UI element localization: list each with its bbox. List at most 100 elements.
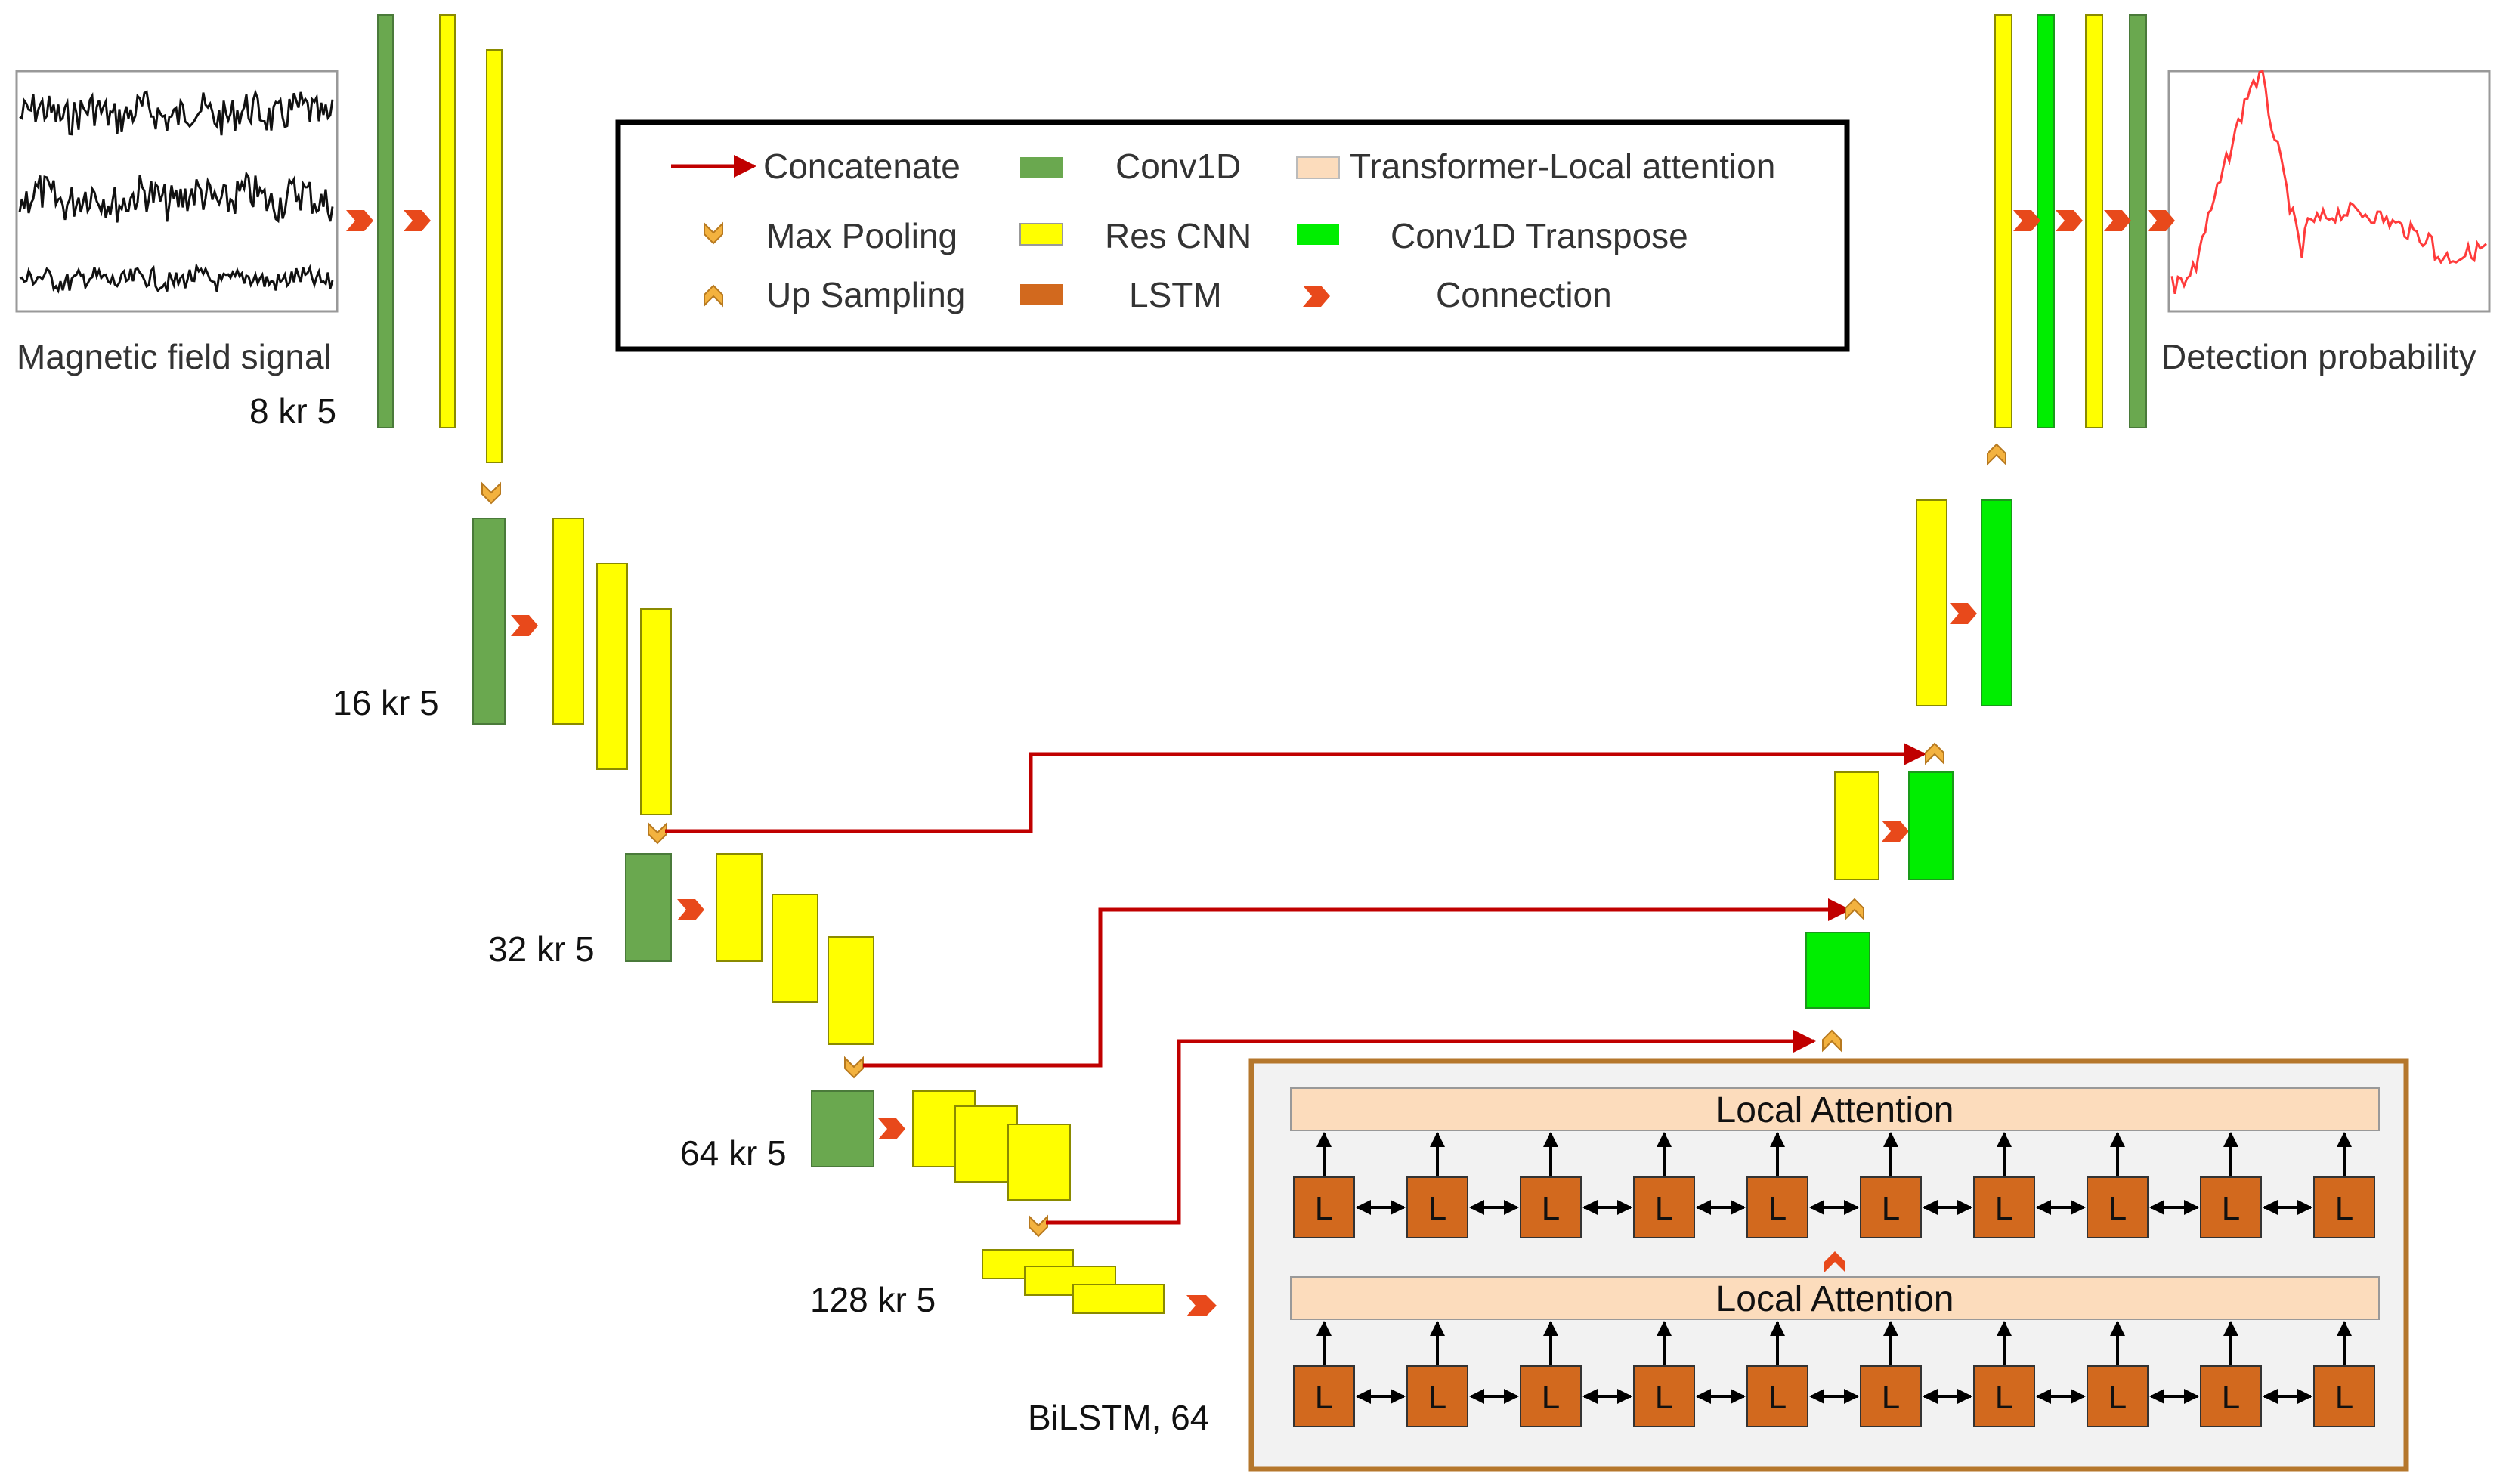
- lstm-cell: [1293, 1365, 1355, 1427]
- lstm-cell-label: L: [2108, 1190, 2127, 1227]
- lstm-cell: [2200, 1365, 2262, 1427]
- legend-connection: Connection: [1436, 275, 1612, 314]
- enc4-label: 64 kr 5: [680, 1133, 787, 1173]
- up-sampling-icon: [704, 284, 723, 308]
- transformer-swatch: [1296, 156, 1340, 179]
- dec1-rescnn-a: [1994, 14, 2012, 428]
- lstm-cell: [1633, 1365, 1695, 1427]
- dec1-rescnn-b: [2085, 14, 2103, 428]
- dec1-conv1d-transpose: [2037, 14, 2055, 428]
- bilstm-label: BiLSTM, 64: [1028, 1398, 1209, 1437]
- lstm-cell-label: L: [2222, 1190, 2240, 1227]
- up-sampling-icon: [1925, 742, 1944, 765]
- enc2-label: 16 kr 5: [333, 683, 439, 722]
- max-pooling-icon: [1029, 1214, 1048, 1238]
- legend-conv1d: Conv1D: [1115, 147, 1241, 186]
- connection-icon: [404, 210, 431, 231]
- legend-lstm: LSTM: [1129, 275, 1222, 314]
- enc2-rescnn-b: [596, 563, 628, 770]
- probability-curve: [2170, 70, 2487, 294]
- legend-up-sampling: Up Sampling: [766, 275, 965, 314]
- enc2-rescnn-a: [552, 518, 584, 725]
- lstm-cell: [1746, 1365, 1808, 1427]
- connection-icon: [2056, 210, 2083, 231]
- enc5-rescnn-c: [1072, 1284, 1165, 1314]
- lstm-cell: [1293, 1176, 1355, 1238]
- up-sampling-icon: [1822, 1029, 1842, 1053]
- lstm-cell: [1746, 1176, 1808, 1238]
- signal-trace-3: [19, 261, 334, 294]
- lstm-cell-label: L: [2108, 1379, 2127, 1416]
- enc1-rescnn-a: [439, 14, 456, 428]
- lstm-cell-label: L: [1882, 1190, 1900, 1227]
- local-attention-bottom-label: Local Attention: [1716, 1279, 1954, 1319]
- lstm-cell-label: L: [1995, 1190, 2013, 1227]
- lstm-cell-label: L: [1428, 1190, 1446, 1227]
- legend-max-pooling: Max Pooling: [766, 216, 957, 255]
- lstm-cell-label: L: [2335, 1190, 2353, 1227]
- connection-icon: [346, 210, 373, 231]
- connection-icon: [1882, 821, 1909, 842]
- lstm-cell-label: L: [1655, 1190, 1673, 1227]
- up-sampling-icon: [1845, 898, 1864, 921]
- enc3-label: 32 kr 5: [488, 929, 595, 969]
- dec2-conv1d-transpose: [1981, 499, 2012, 706]
- decoder: [1805, 14, 2175, 1053]
- bilstm-block: Local Attention Local Attention L L L L L L L L…: [1248, 1058, 2409, 1472]
- local-attention-top-label: Local Attention: [1716, 1090, 1954, 1130]
- conv1d-transpose-swatch: [1297, 224, 1339, 245]
- lstm-cell: [2087, 1365, 2149, 1427]
- connection-icon: [1950, 603, 1977, 624]
- lstm-cell-label: L: [2335, 1379, 2353, 1416]
- connection-icon: [1186, 1295, 1217, 1316]
- connection-icon: [2013, 210, 2040, 231]
- lstm-cell-label: L: [1882, 1379, 1900, 1416]
- lstm-cell: [1973, 1365, 2035, 1427]
- enc2-conv1d: [472, 518, 506, 725]
- lstm-cell-label: L: [1655, 1379, 1673, 1416]
- enc3-rescnn-a: [716, 853, 763, 962]
- enc4-conv1d: [811, 1090, 874, 1167]
- connection-icon: [1303, 286, 1330, 307]
- lstm-cell: [1860, 1176, 1922, 1238]
- lstm-cell: [1860, 1365, 1922, 1427]
- connection-icon: [878, 1118, 905, 1139]
- output-probability-panel: [2167, 70, 2491, 313]
- enc3-conv1d: [625, 853, 672, 962]
- enc5-label: 128 kr 5: [810, 1280, 936, 1319]
- concatenate-connections: [665, 743, 1926, 1225]
- input-label: Magnetic field signal: [17, 337, 332, 376]
- concat-line-2: [863, 898, 1851, 1068]
- local-attention-bottom: [1290, 1276, 2380, 1320]
- lstm-cell-label: L: [1315, 1190, 1333, 1227]
- lstm-cell-label: L: [1428, 1379, 1446, 1416]
- enc2-rescnn-c: [640, 608, 672, 815]
- lstm-cell-label: L: [1995, 1379, 2013, 1416]
- lstm-cell-label: L: [1315, 1379, 1333, 1416]
- lstm-cell-label: L: [1542, 1190, 1560, 1227]
- dec3-rescnn: [1834, 771, 1879, 880]
- encoder: 8 kr 5 16 kr 5 32 kr 5 64 kr 5 128 kr 5 …: [249, 14, 1217, 1437]
- concat-line-1: [665, 743, 1926, 833]
- dec1-conv1d: [2129, 14, 2147, 428]
- dec2-rescnn: [1916, 499, 1947, 706]
- signal-trace-1: [19, 88, 334, 136]
- res-cnn-swatch: [1019, 223, 1063, 246]
- enc1-conv1d: [377, 14, 394, 428]
- conv1d-swatch: [1020, 157, 1063, 178]
- signal-trace-2: [18, 170, 334, 224]
- enc3-rescnn-c: [828, 936, 874, 1045]
- lstm-swatch: [1020, 284, 1063, 305]
- connection-icon: [511, 615, 538, 636]
- enc3-rescnn-b: [772, 894, 818, 1003]
- connection-icon: [2148, 210, 2175, 231]
- lstm-cell: [1406, 1176, 1468, 1238]
- max-pooling-icon: [648, 821, 667, 845]
- dec4-conv1d-transpose: [1805, 932, 1870, 1009]
- enc4-rescnn-c: [1007, 1124, 1071, 1201]
- lstm-cell-label: L: [1768, 1379, 1787, 1416]
- lstm-cell-label: L: [2222, 1379, 2240, 1416]
- legend-res-cnn: Res CNN: [1105, 216, 1251, 255]
- lstm-cell: [1520, 1365, 1582, 1427]
